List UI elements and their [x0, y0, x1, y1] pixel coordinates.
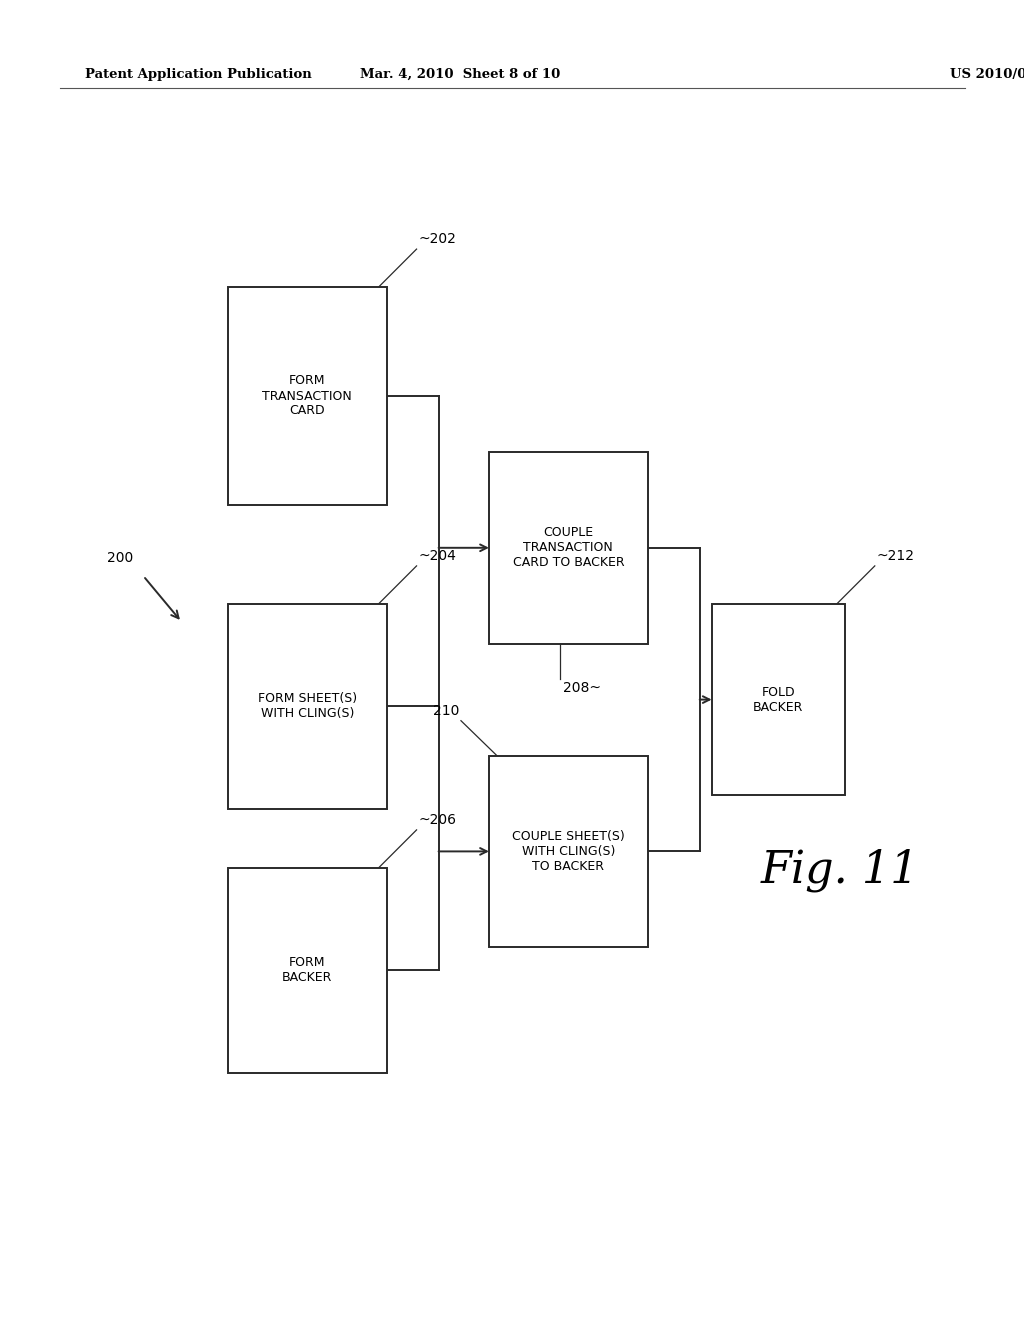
Text: FOLD
BACKER: FOLD BACKER	[753, 685, 804, 714]
Text: FORM
TRANSACTION
CARD: FORM TRANSACTION CARD	[262, 375, 352, 417]
Text: US 2010/0051705 A1: US 2010/0051705 A1	[950, 69, 1024, 81]
Text: 210: 210	[432, 704, 459, 718]
Bar	[489, 451, 648, 644]
Text: 208~: 208~	[563, 681, 601, 696]
Text: ~206: ~206	[419, 813, 457, 826]
Bar	[227, 286, 386, 504]
Text: ~204: ~204	[419, 549, 457, 562]
Text: FORM SHEET(S)
WITH CLING(S): FORM SHEET(S) WITH CLING(S)	[258, 692, 356, 721]
Text: 200: 200	[106, 550, 133, 565]
Text: COUPLE
TRANSACTION
CARD TO BACKER: COUPLE TRANSACTION CARD TO BACKER	[512, 527, 625, 569]
Text: Mar. 4, 2010  Sheet 8 of 10: Mar. 4, 2010 Sheet 8 of 10	[359, 69, 560, 81]
Bar	[712, 605, 845, 795]
Text: Patent Application Publication: Patent Application Publication	[85, 69, 311, 81]
Bar	[227, 869, 386, 1072]
Text: COUPLE SHEET(S)
WITH CLING(S)
TO BACKER: COUPLE SHEET(S) WITH CLING(S) TO BACKER	[512, 830, 625, 873]
Bar	[227, 605, 386, 808]
Text: Fig. 11: Fig. 11	[761, 849, 920, 892]
Text: FORM
BACKER: FORM BACKER	[282, 956, 333, 985]
Text: ~202: ~202	[419, 232, 457, 246]
Bar	[489, 755, 648, 948]
Text: ~212: ~212	[877, 549, 914, 562]
